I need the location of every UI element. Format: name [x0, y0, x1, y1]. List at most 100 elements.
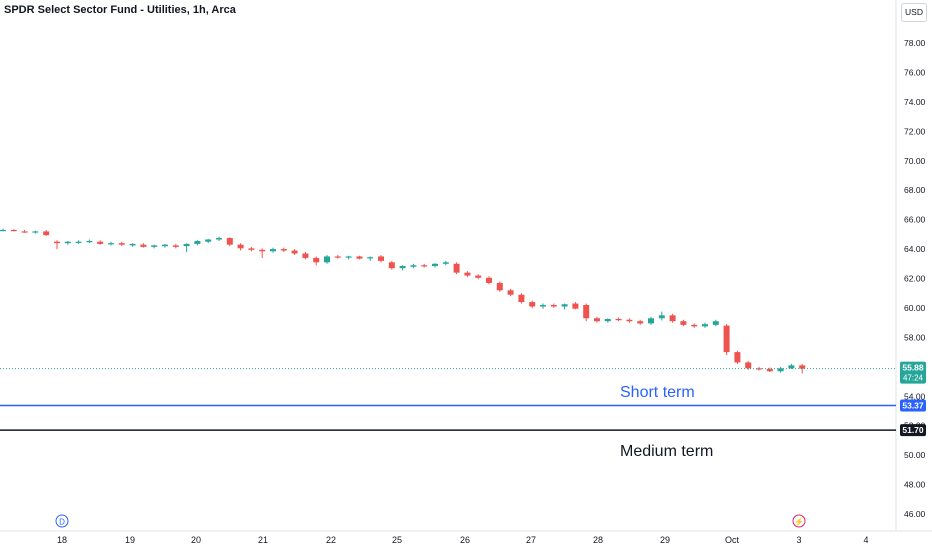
candle-body[interactable]: [648, 318, 654, 324]
candle-body[interactable]: [399, 266, 406, 269]
candle-body[interactable]: [486, 277, 492, 283]
candle-body[interactable]: [183, 243, 190, 247]
candle-body[interactable]: [453, 263, 460, 273]
candle-body[interactable]: [799, 365, 806, 369]
candle-body[interactable]: [291, 250, 298, 254]
candle-body[interactable]: [0, 229, 6, 232]
candle-body[interactable]: [410, 265, 417, 267]
candle-body[interactable]: [626, 319, 633, 322]
candle-body[interactable]: [86, 240, 93, 243]
candle-body[interactable]: [691, 324, 698, 327]
candle-body[interactable]: [604, 319, 611, 322]
candle-body[interactable]: [637, 321, 644, 324]
candle-body[interactable]: [226, 238, 233, 245]
candle-body[interactable]: [615, 319, 622, 321]
candle-body[interactable]: [108, 243, 114, 245]
earnings-lightning-icon[interactable]: [792, 514, 806, 528]
dividend-marker-icon[interactable]: [55, 514, 69, 528]
y-tick-label: 68.00: [904, 185, 926, 195]
candle-body[interactable]: [270, 249, 276, 252]
candle-body[interactable]: [777, 368, 784, 372]
candle-body[interactable]: [421, 265, 428, 267]
y-tick-label: 72.00: [904, 126, 926, 136]
last-price-badge: [900, 361, 926, 384]
y-tick-label: 66.00: [904, 215, 926, 225]
candle-body[interactable]: [766, 369, 773, 372]
earnings-lightning-icon-glyph: ⚡: [794, 517, 804, 527]
y-tick-label: 62.00: [904, 274, 926, 284]
x-tick-label: Oct: [725, 535, 740, 545]
candle-body[interactable]: [442, 262, 449, 264]
x-tick-label: 27: [526, 535, 536, 545]
candle-body[interactable]: [129, 243, 136, 246]
candle-body[interactable]: [669, 315, 676, 322]
candle-body[interactable]: [313, 257, 320, 263]
candle-body[interactable]: [475, 275, 482, 278]
y-tick-label: 46.00: [904, 509, 926, 519]
currency-selector[interactable]: USD: [901, 3, 927, 22]
candle-body[interactable]: [280, 249, 287, 251]
candle-body[interactable]: [367, 257, 374, 259]
candle-body[interactable]: [540, 305, 546, 307]
candle-body[interactable]: [561, 304, 568, 307]
line-price-label: 51.70: [902, 425, 924, 435]
candle-body[interactable]: [583, 305, 590, 319]
candle-body[interactable]: [216, 238, 222, 240]
candle-body[interactable]: [97, 241, 104, 244]
candle-body[interactable]: [21, 231, 28, 233]
candle-body[interactable]: [507, 290, 514, 295]
x-tick-label: 26: [460, 535, 470, 545]
candle-body[interactable]: [32, 231, 39, 233]
dividend-marker-icon-glyph: D: [59, 518, 65, 527]
candle-body[interactable]: [172, 245, 179, 247]
candle-body[interactable]: [529, 302, 536, 307]
last-price-value: 55.88: [902, 363, 924, 373]
candle-body[interactable]: [151, 245, 158, 247]
candle-body[interactable]: [345, 256, 352, 258]
candle-body[interactable]: [118, 243, 125, 245]
candle-body[interactable]: [734, 352, 741, 363]
candle-body[interactable]: [464, 272, 471, 276]
candle-body[interactable]: [162, 244, 168, 247]
candle-body[interactable]: [194, 240, 201, 244]
candle-body[interactable]: [788, 365, 795, 369]
candle-body[interactable]: [64, 241, 71, 244]
y-tick-label: 76.00: [904, 67, 926, 77]
x-tick-label: 19: [125, 535, 135, 545]
candle-body[interactable]: [10, 229, 17, 232]
x-tick-label: 28: [593, 535, 603, 545]
y-tick-label: 78.00: [904, 38, 926, 48]
candle-body[interactable]: [140, 244, 147, 247]
candle-body[interactable]: [550, 305, 557, 307]
candle-body[interactable]: [572, 303, 579, 309]
candle-body[interactable]: [518, 294, 525, 303]
candle-body[interactable]: [388, 262, 395, 269]
candle-body[interactable]: [43, 231, 50, 236]
y-tick-label: 74.00: [904, 97, 926, 107]
candle-body[interactable]: [496, 282, 503, 291]
candle-body[interactable]: [378, 256, 384, 261]
candle-body[interactable]: [259, 249, 266, 252]
candle-body[interactable]: [237, 244, 244, 249]
candle-body[interactable]: [54, 241, 60, 244]
candle-body[interactable]: [702, 324, 708, 327]
candle-body[interactable]: [324, 256, 330, 263]
line-text-label: Short term: [620, 384, 695, 401]
candle-body[interactable]: [594, 318, 600, 322]
candle-body[interactable]: [723, 325, 730, 353]
candle-body[interactable]: [745, 362, 752, 369]
candle-body[interactable]: [205, 239, 212, 242]
candle-body[interactable]: [302, 253, 309, 258]
candle-body[interactable]: [432, 263, 438, 267]
candle-body[interactable]: [356, 256, 363, 259]
candle-body[interactable]: [248, 248, 255, 250]
candle-body[interactable]: [680, 321, 687, 325]
bar-countdown: 47:24: [903, 374, 924, 383]
candle-body[interactable]: [712, 321, 719, 325]
candle-body[interactable]: [658, 315, 665, 319]
y-tick-label: 58.00: [904, 332, 926, 342]
candle-body[interactable]: [334, 256, 341, 258]
candle-body[interactable]: [75, 241, 82, 243]
line-price-badge: [900, 399, 926, 412]
